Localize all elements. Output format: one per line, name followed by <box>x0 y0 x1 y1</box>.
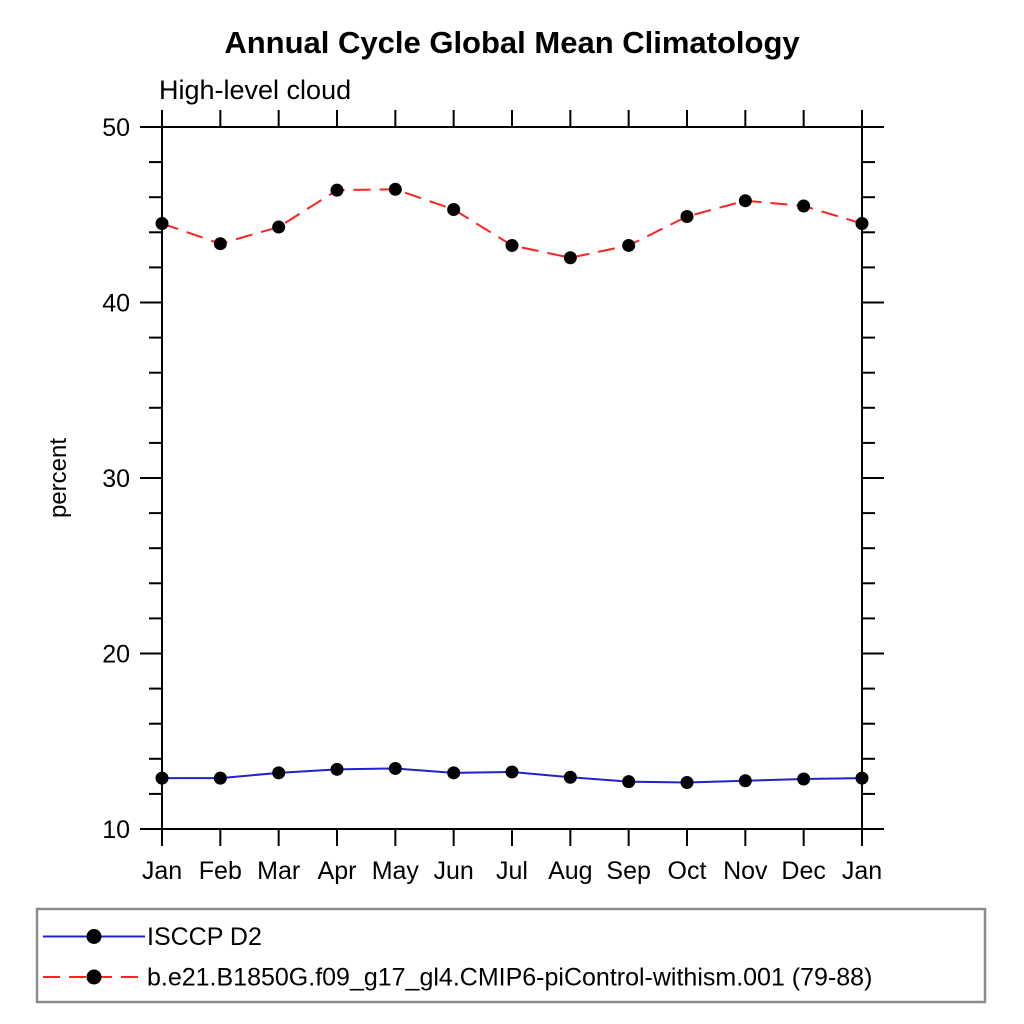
data-point-marker <box>797 772 811 786</box>
data-point-marker <box>855 217 869 231</box>
x-tick-label: Jun <box>434 857 474 885</box>
legend-swatch-marker <box>86 969 102 985</box>
chart-subtitle: High-level cloud <box>159 75 351 105</box>
x-tick-label: May <box>372 857 420 885</box>
data-point-marker <box>447 202 461 216</box>
y-tick-label: 50 <box>102 114 130 142</box>
y-tick-label: 30 <box>102 465 130 493</box>
data-point-marker <box>622 238 636 252</box>
plot-frame <box>161 126 863 830</box>
x-tick-label: Mar <box>257 857 300 885</box>
data-point-marker <box>155 217 169 231</box>
data-point-marker <box>447 766 461 780</box>
y-tick-label: 10 <box>102 816 130 844</box>
data-point-marker <box>388 182 402 196</box>
data-point-marker <box>622 775 636 789</box>
data-point-marker <box>505 238 519 252</box>
y-tick-label: 20 <box>102 641 130 669</box>
legend-label: ISCCP D2 <box>147 923 262 951</box>
y-axis-label: percent <box>45 438 72 518</box>
x-tick-label: Feb <box>199 857 242 885</box>
data-point-marker <box>563 770 577 784</box>
y-tick-label: 40 <box>102 290 130 318</box>
x-tick-label: Dec <box>781 857 825 885</box>
x-tick-label: Jan <box>142 857 182 885</box>
legend-item: b.e21.B1850G.f09_g17_gl4.CMIP6-piControl… <box>43 964 872 992</box>
legend-box <box>35 907 987 1004</box>
data-point-marker <box>563 251 577 265</box>
data-point-marker <box>680 775 694 789</box>
x-tick-label: Oct <box>668 857 707 885</box>
data-point-marker <box>388 761 402 775</box>
data-point-marker <box>213 771 227 785</box>
x-tick-label: Jul <box>496 857 528 885</box>
data-point-marker <box>855 771 869 785</box>
x-tick-label: Apr <box>318 857 357 885</box>
x-tick-label: Jan <box>842 857 882 885</box>
data-point-marker <box>330 183 344 197</box>
legend: ISCCP D2 b.e21.B1850G.f09_g17_gl4.CMIP6-p… <box>35 907 987 1004</box>
data-point-marker <box>505 765 519 779</box>
x-tick-label: Aug <box>548 857 592 885</box>
x-tick-label: Nov <box>723 857 768 885</box>
legend-item: ISCCP D2 <box>43 923 262 951</box>
legend-swatch-marker <box>86 929 102 944</box>
data-point-marker <box>272 220 286 234</box>
data-point-marker <box>797 199 811 213</box>
data-point-marker <box>155 771 169 785</box>
data-point-marker <box>213 237 227 251</box>
data-point-marker <box>330 762 344 776</box>
data-point-marker <box>738 194 752 208</box>
x-tick-label: Sep <box>606 857 650 885</box>
series-layer <box>155 182 869 789</box>
data-point-marker <box>272 766 286 780</box>
plot-area: 10 20 30 40 50 Jan Feb Mar Apr May Jun Jul Aug Sep Oct… <box>102 110 884 885</box>
data-point-marker <box>680 210 694 224</box>
data-point-marker <box>738 774 752 788</box>
chart-title: Annual Cycle Global Mean Climatology <box>224 25 800 60</box>
legend-label: b.e21.B1850G.f09_g17_gl4.CMIP6-piControl… <box>147 964 872 992</box>
